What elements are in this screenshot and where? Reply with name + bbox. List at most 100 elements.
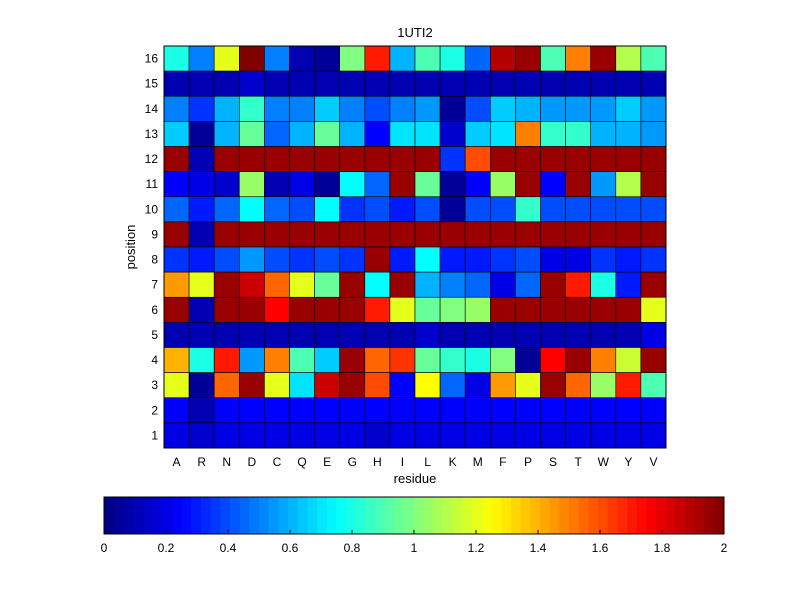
colorbar-segment	[171, 497, 182, 534]
colorbar-segment	[384, 497, 396, 534]
heatmap-cell	[239, 95, 265, 122]
x-tick-label: E	[323, 455, 331, 469]
colorbar-segment	[685, 497, 696, 534]
colorbar-segment	[675, 497, 686, 534]
y-tick-label: 14	[145, 102, 159, 116]
heatmap-cell	[389, 45, 416, 72]
heatmap-cell	[213, 397, 240, 424]
heatmap-cell	[414, 95, 441, 122]
heatmap-cell	[289, 397, 315, 424]
heatmap-cell	[640, 397, 667, 424]
heatmap-cell	[464, 296, 491, 323]
heatmap-cell	[439, 221, 466, 248]
colorbar-segment	[598, 497, 609, 534]
heatmap-cell	[188, 45, 215, 72]
colorbar-segment	[404, 497, 415, 534]
colorbar-segment	[220, 497, 231, 534]
heatmap-cell	[188, 296, 215, 323]
colorbar-segment	[559, 497, 570, 534]
heatmap-cell	[213, 45, 240, 72]
heatmap-cell	[314, 146, 341, 172]
heatmap-cell	[590, 347, 617, 373]
x-tick-label: W	[598, 455, 610, 469]
heatmap-cell	[314, 95, 341, 122]
heatmap-cell	[339, 246, 366, 273]
heatmap-cell	[389, 422, 416, 449]
heatmap-cell	[615, 171, 642, 198]
colorbar-segment	[326, 497, 337, 534]
colorbar-segment	[307, 497, 318, 534]
colorbar-tick-label: 1.4	[530, 541, 547, 555]
heatmap-cell	[615, 422, 642, 449]
heatmap-cell	[364, 322, 391, 348]
heatmap-cell	[389, 372, 416, 399]
heatmap-cell	[590, 271, 617, 298]
heatmap-cell	[289, 121, 315, 147]
heatmap-cell	[464, 171, 491, 198]
heatmap-cell	[515, 397, 541, 424]
heatmap-cell	[540, 70, 566, 97]
heatmap-cell	[188, 322, 215, 348]
heatmap-cell	[439, 422, 466, 449]
heatmap-cell	[264, 146, 290, 172]
heatmap-cell	[590, 45, 617, 72]
heatmap-cell	[540, 347, 566, 373]
heatmap-cell	[515, 347, 541, 373]
heatmap-cell	[364, 271, 391, 298]
heatmap-cell	[314, 296, 341, 323]
colorbar-segment	[229, 497, 241, 534]
colorbar-segment	[501, 497, 512, 534]
colorbar-segment	[142, 497, 153, 534]
heatmap-cell	[289, 372, 315, 399]
heatmap-cell	[239, 121, 265, 147]
heatmap-cell	[213, 347, 240, 373]
colorbar-segment	[491, 497, 502, 534]
colorbar-segment	[346, 497, 357, 534]
x-tick-label: M	[473, 455, 483, 469]
heatmap-cell	[264, 221, 290, 248]
heatmap-cell	[439, 146, 466, 172]
heatmap-cell	[439, 70, 466, 97]
heatmap-cell	[590, 296, 617, 323]
colorbar-segment	[423, 497, 434, 534]
y-tick-label: 13	[145, 127, 159, 141]
heatmap-cell	[364, 70, 391, 97]
heatmap-cell	[414, 70, 441, 97]
heatmap-cell	[163, 45, 190, 72]
heatmap-cell	[339, 322, 366, 348]
heatmap-cell	[414, 397, 441, 424]
heatmap-cell	[188, 246, 215, 273]
heatmap-cell	[565, 70, 591, 97]
heatmap-cell	[163, 271, 190, 298]
heatmap-cell	[540, 196, 566, 223]
heatmap-cell	[615, 372, 642, 399]
heatmap-cell	[314, 70, 341, 97]
heatmap-cell	[239, 196, 265, 223]
heatmap-cell	[414, 171, 441, 198]
y-tick-label: 16	[145, 52, 159, 66]
colorbar-segment	[355, 497, 366, 534]
y-axis-label: position	[123, 225, 138, 270]
heatmap-cell	[314, 196, 341, 223]
heatmap-cell	[314, 372, 341, 399]
colorbar-segment	[530, 497, 541, 534]
colorbar-segment	[191, 497, 202, 534]
heatmap-cell	[264, 95, 290, 122]
heatmap-cell	[314, 347, 341, 373]
heatmap-cell	[515, 221, 541, 248]
colorbar-segment	[569, 497, 580, 534]
colorbar-segment	[714, 497, 725, 534]
heatmap-cell	[615, 271, 642, 298]
heatmap-cell	[389, 296, 416, 323]
heatmap-cell	[439, 322, 466, 348]
heatmap-cell	[213, 146, 240, 172]
heatmap-cell	[464, 146, 491, 172]
heatmap-cell	[515, 322, 541, 348]
heatmap-cell	[590, 171, 617, 198]
x-tick-label: N	[222, 455, 231, 469]
heatmap-cell	[565, 171, 591, 198]
heatmap-cell	[640, 196, 667, 223]
heatmap-cell	[640, 296, 667, 323]
heatmap-cell	[239, 322, 265, 348]
heatmap-cell	[239, 45, 265, 72]
